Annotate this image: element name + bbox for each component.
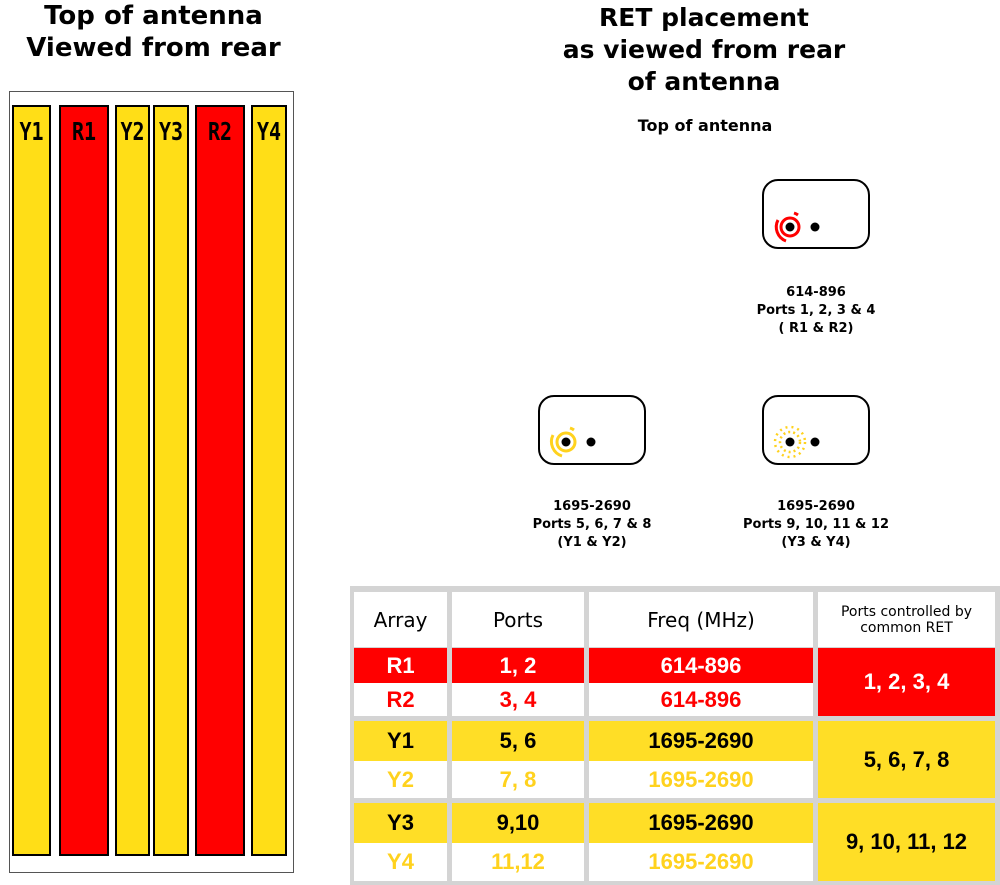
ret-arrays: (Y1 & Y2) <box>557 535 627 550</box>
right-title: RET placement as viewed from rear of ant… <box>500 2 908 98</box>
column-label: R1 <box>71 117 97 146</box>
ret-y3y4-icon <box>773 425 820 459</box>
header-ports: Ports <box>452 592 584 647</box>
top-of-antenna-label: Top of antenna <box>637 116 773 135</box>
ret-r-icon <box>774 211 820 243</box>
column-label: Y4 <box>256 117 282 146</box>
row-r2-array: R2 <box>354 683 447 716</box>
antenna-column-r1: R1 <box>59 105 109 856</box>
common-y1y2: 5, 6, 7, 8 <box>818 721 995 798</box>
row-y4-freq: 1695-2690 <box>589 843 813 881</box>
common-r1r2: 1, 2, 3, 4 <box>818 648 995 716</box>
antenna-column-y1: Y1 <box>12 105 51 856</box>
antenna-frame <box>9 91 294 873</box>
left-title-line1: Top of antenna <box>44 1 263 31</box>
column-label: Y2 <box>120 117 145 146</box>
left-title-line2: Viewed from rear <box>26 33 281 63</box>
row-y1-ports: 5, 6 <box>452 721 584 761</box>
ret-ports: Ports 9, 10, 11 & 12 <box>743 517 889 532</box>
right-title-line2: as viewed from rear <box>562 35 846 64</box>
row-r2-ports: 3, 4 <box>452 683 584 716</box>
antenna-column-y4: Y4 <box>251 105 287 856</box>
ret-y1y2-icon <box>549 426 596 458</box>
row-y2-array: Y2 <box>354 761 447 798</box>
antenna-column-r2: R2 <box>195 105 245 856</box>
header-array: Array <box>354 592 447 647</box>
antenna-column-y2: Y2 <box>115 105 150 856</box>
column-label: R2 <box>207 117 233 146</box>
row-y3-array: Y3 <box>354 803 447 843</box>
ret-table: Array Ports Freq (MHz) Ports controlled … <box>350 586 1000 885</box>
ret-ports: Ports 5, 6, 7 & 8 <box>532 517 652 532</box>
row-y3-freq: 1695-2690 <box>589 803 813 843</box>
left-title: Top of antenna Viewed from rear <box>0 0 307 64</box>
right-title-line3: of antenna <box>627 67 781 96</box>
row-r2-freq: 614-896 <box>589 683 813 716</box>
column-label: Y1 <box>19 117 44 146</box>
row-y1-freq: 1695-2690 <box>589 721 813 761</box>
row-y2-ports: 7, 8 <box>452 761 584 798</box>
header-common: Ports controlled by common RET <box>818 592 995 647</box>
row-y4-array: Y4 <box>354 843 447 881</box>
right-title-line1: RET placement <box>599 3 809 32</box>
row-r1-array: R1 <box>354 648 447 683</box>
ret-freq: 1695-2690 <box>553 499 631 514</box>
ret-box-y3y4 <box>762 395 870 465</box>
row-y1-array: Y1 <box>354 721 447 761</box>
header-freq: Freq (MHz) <box>589 592 813 647</box>
antenna-column-y3: Y3 <box>153 105 189 856</box>
ret-freq: 614-896 <box>786 285 846 300</box>
row-y2-freq: 1695-2690 <box>589 761 813 798</box>
row-y3-ports: 9,10 <box>452 803 584 843</box>
ret-arrays: (Y3 & Y4) <box>781 535 851 550</box>
ret-ports: Ports 1, 2, 3 & 4 <box>756 303 876 318</box>
row-y4-ports: 11,12 <box>452 843 584 881</box>
row-r1-freq: 614-896 <box>589 648 813 683</box>
ret-arrays: ( R1 & R2) <box>778 321 854 336</box>
ret-caption-r: 614-896 Ports 1, 2, 3 & 4 ( R1 & R2) <box>706 284 926 338</box>
ret-box-y1y2 <box>538 395 646 465</box>
column-label: Y3 <box>158 117 184 146</box>
common-y3y4: 9, 10, 11, 12 <box>818 803 995 881</box>
row-r1-ports: 1, 2 <box>452 648 584 683</box>
ret-box-r <box>762 179 870 249</box>
ret-caption-y1y2: 1695-2690 Ports 5, 6, 7 & 8 (Y1 & Y2) <box>482 498 702 552</box>
ret-freq: 1695-2690 <box>777 499 855 514</box>
ret-caption-y3y4: 1695-2690 Ports 9, 10, 11 & 12 (Y3 & Y4) <box>706 498 926 552</box>
